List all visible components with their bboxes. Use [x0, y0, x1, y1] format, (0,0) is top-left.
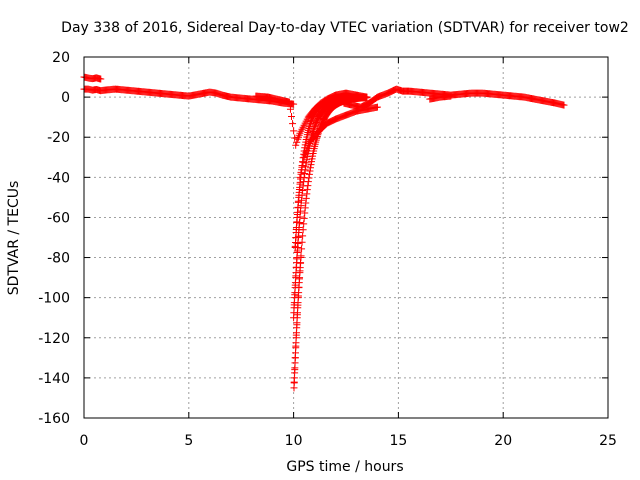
plot-frame — [83, 56, 609, 419]
data-point — [299, 158, 307, 166]
data-point — [306, 164, 314, 172]
data-point — [299, 182, 307, 190]
x-tick-label: 10 — [285, 433, 303, 449]
x-axis-label: GPS time / hours — [286, 459, 403, 475]
data-point — [306, 121, 314, 129]
y-tick-label: -100 — [38, 291, 70, 307]
y-tick-label: -40 — [47, 170, 70, 186]
data-point — [299, 154, 307, 162]
data-point — [373, 103, 381, 111]
data-point — [305, 170, 313, 178]
data-point — [290, 100, 298, 108]
data-point — [302, 159, 310, 167]
data-point — [303, 190, 311, 198]
data-point — [308, 158, 316, 166]
x-tick-label: 25 — [599, 433, 617, 449]
y-tick-label: -140 — [38, 371, 70, 387]
data-point — [292, 141, 300, 149]
data-marks — [80, 73, 568, 392]
data-point — [290, 127, 298, 135]
data-point — [301, 204, 309, 212]
data-point — [289, 120, 297, 128]
data-point — [300, 220, 308, 228]
y-tick-label: -120 — [38, 331, 70, 347]
data-point — [286, 105, 294, 113]
data-point — [297, 170, 305, 178]
data-point — [303, 156, 311, 164]
data-point — [560, 101, 568, 109]
y-tick-label: -160 — [38, 411, 70, 427]
data-point — [97, 75, 105, 83]
data-point — [306, 167, 314, 175]
y-tick-label: 0 — [61, 90, 70, 106]
data-point — [447, 92, 455, 100]
data-point — [313, 132, 321, 140]
y-tick-label: 20 — [52, 50, 70, 66]
y-tick-label: -80 — [47, 251, 70, 267]
data-point — [293, 138, 301, 146]
data-point — [307, 161, 315, 169]
data-point — [309, 127, 317, 135]
data-point — [301, 144, 309, 152]
data-point — [298, 166, 306, 174]
data-point — [313, 134, 321, 142]
data-point — [300, 150, 308, 158]
data-point — [285, 98, 293, 106]
data-point — [296, 178, 304, 186]
data-point — [306, 119, 314, 127]
data-point — [363, 93, 371, 101]
y-tick-label: -20 — [47, 130, 70, 146]
data-point — [302, 162, 310, 170]
x-tick-label: 20 — [494, 433, 512, 449]
data-point — [300, 214, 308, 222]
data-point — [298, 245, 306, 253]
data-point — [300, 173, 308, 181]
data-point — [310, 126, 318, 134]
data-point — [303, 186, 311, 194]
x-tick-label: 15 — [389, 433, 407, 449]
data-point — [305, 124, 313, 132]
data-point — [299, 232, 307, 240]
data-point — [298, 162, 306, 170]
x-tick-label: 5 — [184, 433, 193, 449]
data-point — [301, 170, 309, 178]
data-point — [300, 147, 308, 155]
x-tick-label: 0 — [80, 433, 89, 449]
data-point — [309, 129, 317, 137]
axis-ticks: 0 5 10 15 20 25 -160 -140 -120 -100 -80 -60 -40 -20 0 2… — [38, 50, 617, 449]
y-axis-label: SDTVAR / TECUs — [6, 181, 22, 296]
data-point — [301, 209, 309, 217]
chart-title: Day 338 of 2016, Sidereal Day-to-day VTE… — [61, 20, 629, 36]
data-point — [305, 123, 313, 131]
grid-lines — [84, 57, 608, 418]
data-point — [288, 112, 296, 120]
y-tick-label: -60 — [47, 210, 70, 226]
data-point — [302, 199, 310, 207]
data-point — [303, 153, 311, 161]
data-point — [302, 194, 310, 202]
data-point — [291, 134, 299, 142]
